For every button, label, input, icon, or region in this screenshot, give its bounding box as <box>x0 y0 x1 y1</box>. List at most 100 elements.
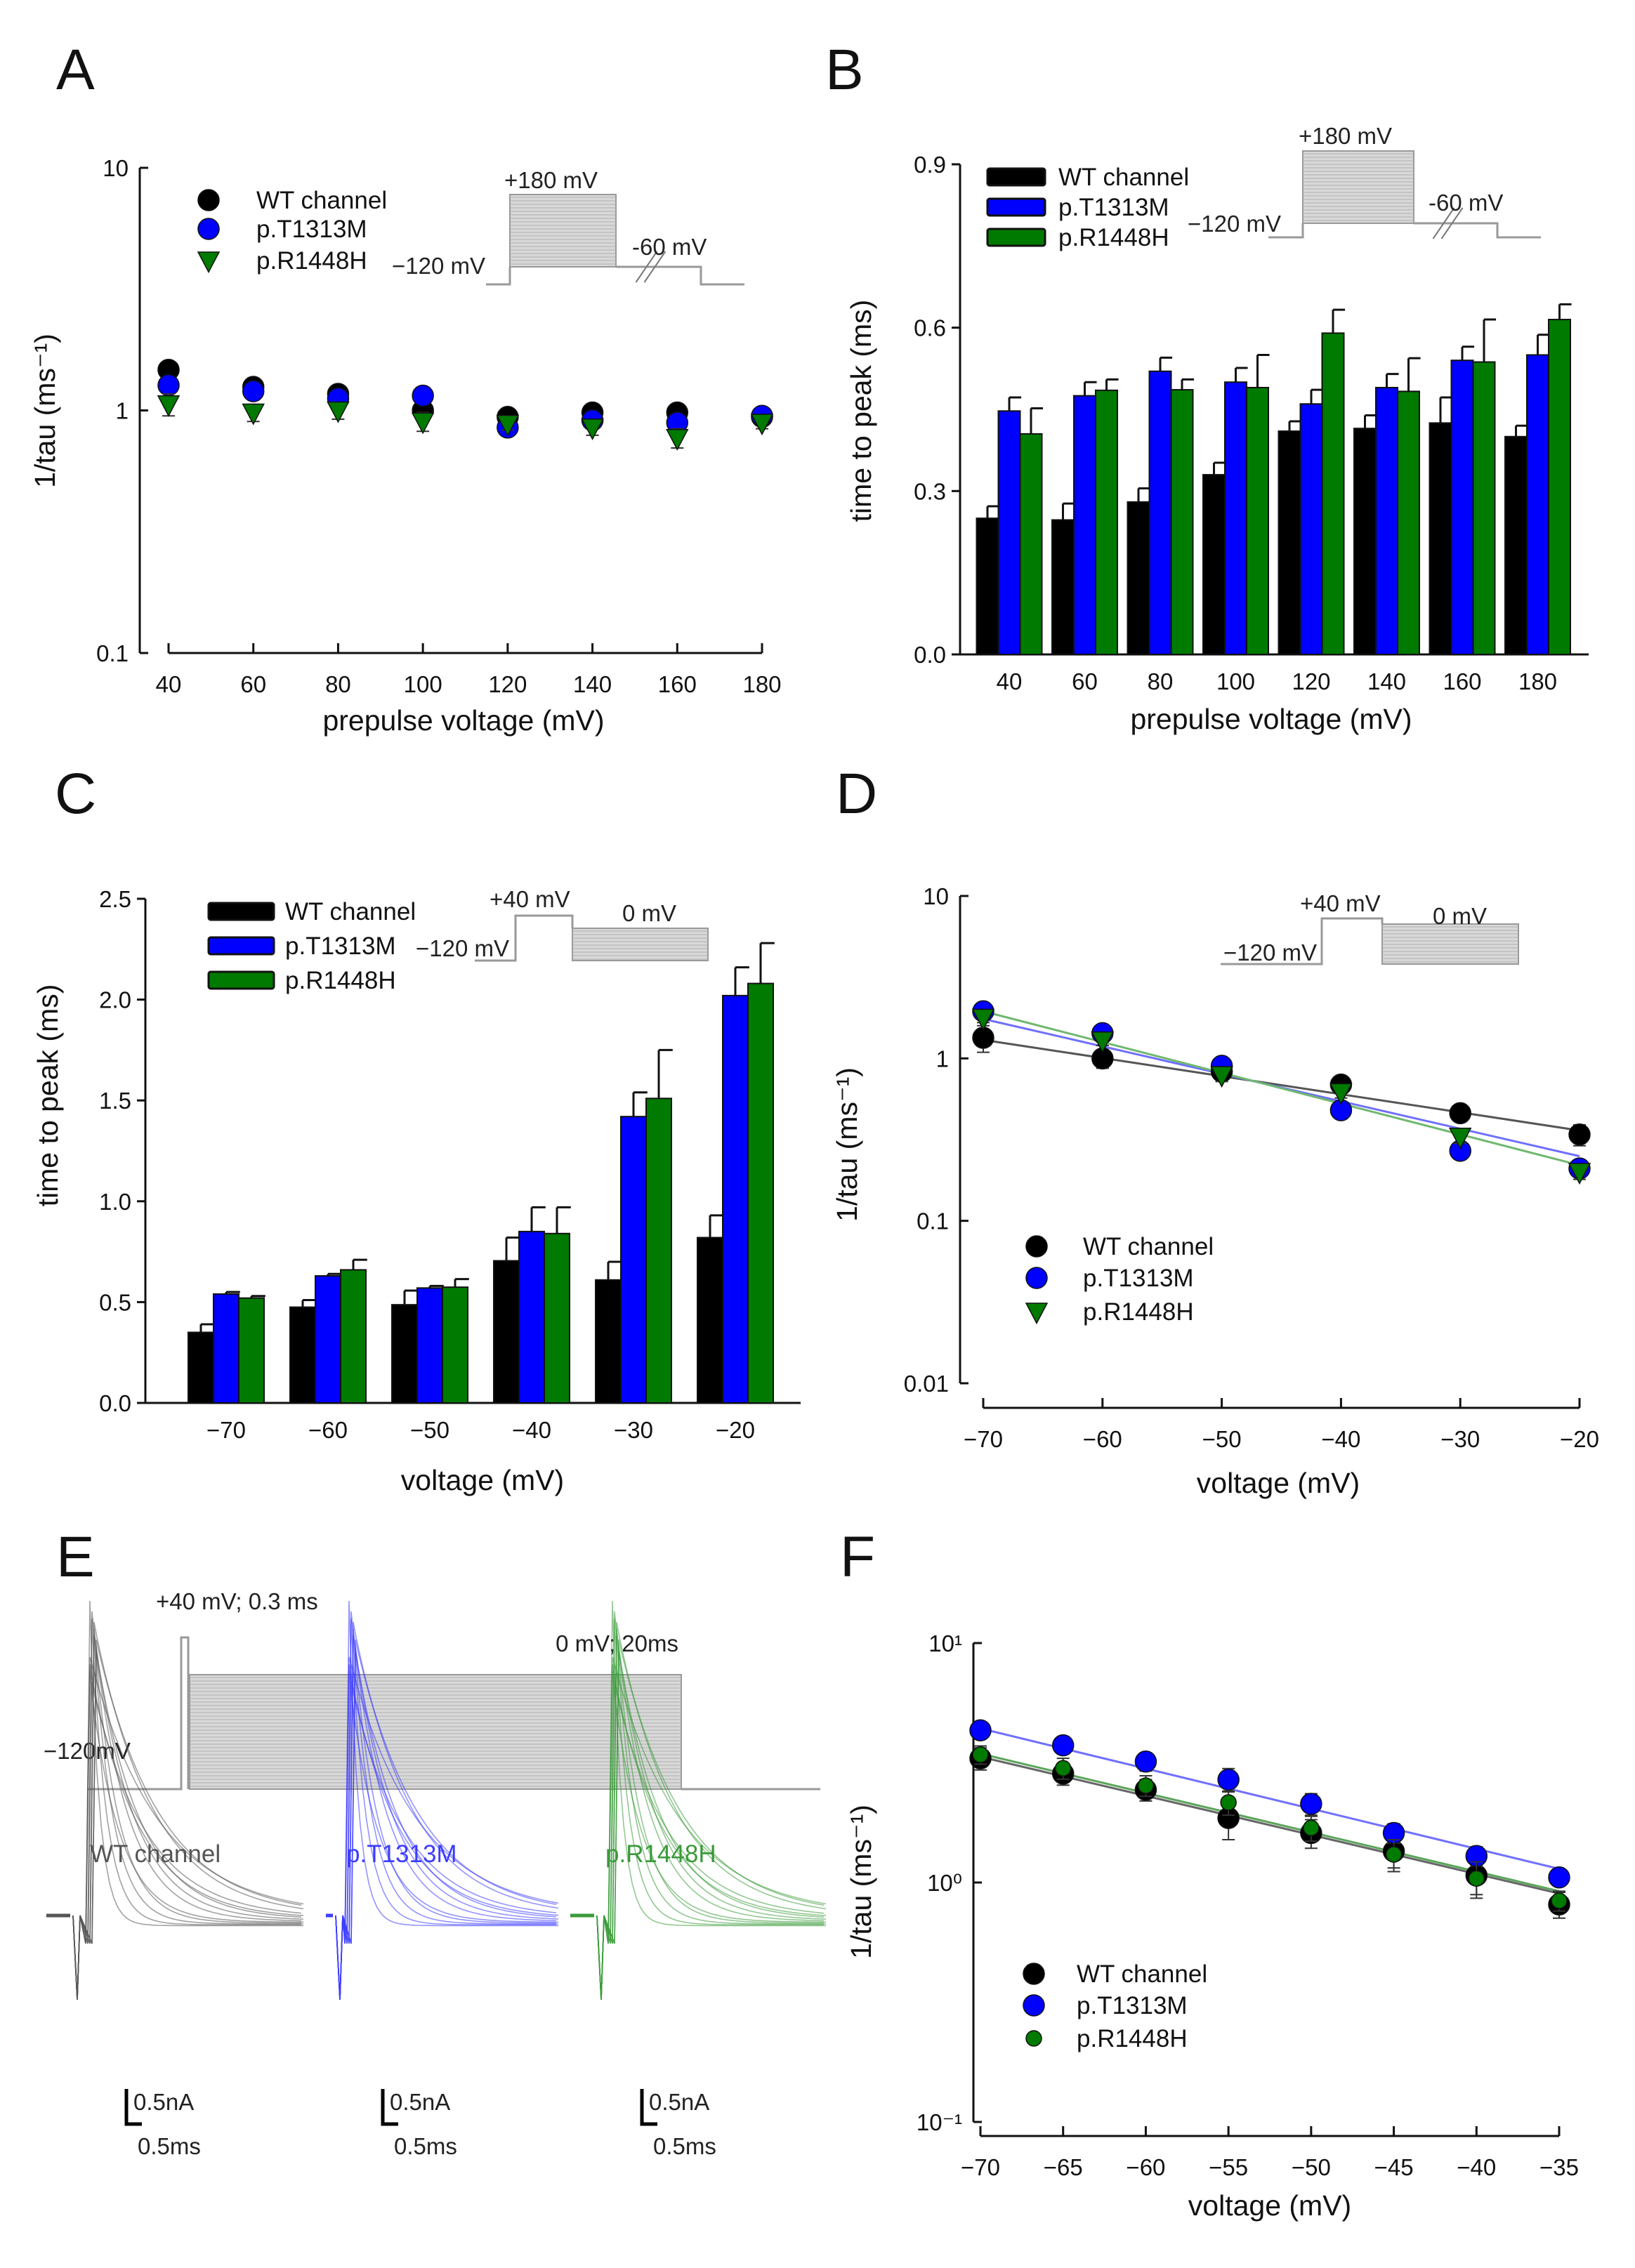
current-trace <box>72 1646 302 2000</box>
legend-marker <box>197 251 221 274</box>
y-axis-title: 1/tau (ms⁻¹) <box>831 1067 863 1222</box>
bar <box>976 517 999 655</box>
x-tick-label: −50 <box>1202 1426 1242 1452</box>
current-trace <box>72 1628 304 2000</box>
y-tick-label: 10⁻¹ <box>917 2109 962 2135</box>
legend-label: WT channel <box>1077 1960 1207 1988</box>
current-trace <box>596 1670 826 2000</box>
panel-a-scatter-chart: 0.1 1 10 40 60 80 100 120 140 160 180 WT channelp.T… <box>29 155 782 737</box>
scale-bar-time-label: 0.5ms <box>138 2133 201 2159</box>
x-tick-label: −70 <box>964 1426 1003 1452</box>
x-tick-label: −45 <box>1374 2154 1414 2180</box>
legend-swatch <box>986 228 1046 247</box>
current-trace <box>596 1618 824 2000</box>
data-point <box>1568 1163 1591 1185</box>
data-point <box>1468 1870 1485 1887</box>
legend-marker <box>1025 1303 1049 1325</box>
x-tick-label: −40 <box>1321 1426 1360 1452</box>
bar <box>645 1097 672 1404</box>
hatched-step-family <box>509 194 617 268</box>
y-tick-label: 2.5 <box>99 886 131 912</box>
current-trace <box>72 1611 302 2000</box>
data-point <box>750 414 774 436</box>
legend-swatch <box>986 167 1046 187</box>
y-tick-label: 1 <box>116 398 129 424</box>
axis-break-mark <box>635 251 658 283</box>
current-trace <box>335 1670 558 2000</box>
bar <box>747 982 774 1404</box>
bar <box>697 1237 723 1404</box>
scale-bar-time-label: 0.5ms <box>653 2133 716 2159</box>
inset-step-label: +40 mV <box>1300 890 1381 916</box>
data-point <box>1220 1794 1237 1811</box>
fit-line <box>980 1727 1560 1871</box>
bar <box>544 1232 570 1404</box>
x-tick-label: 80 <box>1148 668 1174 694</box>
x-axis-title: voltage (mV) <box>1197 1467 1360 1499</box>
panel-c-bar-chart: 0.0 0.5 1.0 1.5 2.0 2.5 −70 −60 −50 −40 −30 −20 WT c… <box>32 886 801 1496</box>
bar <box>1246 386 1269 655</box>
data-point <box>971 1008 995 1031</box>
bar <box>493 1260 520 1404</box>
legend-label: WT channel <box>1058 164 1189 191</box>
data-point <box>1548 1866 1570 1889</box>
protocol-line <box>1221 917 1384 965</box>
scale-bar-current-label: 0.5nA <box>133 2089 194 2115</box>
x-tick-label: 120 <box>1292 668 1330 694</box>
y-tick-label: 0.0 <box>99 1390 131 1416</box>
scale-bar <box>640 2089 657 2126</box>
bar <box>188 1331 214 1404</box>
x-tick-label: −40 <box>1457 2154 1496 2180</box>
data-point <box>1134 1750 1157 1773</box>
legend-label: p.T1313M <box>285 932 396 960</box>
current-trace <box>335 1611 557 2000</box>
data-point <box>1210 1066 1233 1088</box>
data-point <box>1303 1819 1320 1837</box>
inset-step-label: +40 mV <box>490 886 570 912</box>
y-axis-title: time to peak (ms) <box>845 300 877 522</box>
legend-marker <box>1025 2030 1042 2047</box>
x-tick-label: −65 <box>1044 2154 1083 2180</box>
inset-hold-label: −120 mV <box>392 253 485 279</box>
bar <box>1353 428 1377 656</box>
bar <box>391 1304 418 1404</box>
data-point <box>1091 1031 1115 1053</box>
current-trace <box>596 1600 826 2000</box>
panel-label: A <box>56 38 95 102</box>
bar <box>442 1286 468 1404</box>
bar <box>1472 361 1496 655</box>
current-trace <box>596 1628 827 2000</box>
protocol-line <box>486 267 511 286</box>
y-tick-label: 0.9 <box>914 152 946 178</box>
legend-swatch <box>207 936 275 956</box>
x-tick-label: 80 <box>325 671 351 697</box>
inset-post-label: -60 mV <box>632 234 707 260</box>
x-tick-label: 180 <box>742 671 781 697</box>
inset-post-label: 0 mV <box>1433 903 1487 929</box>
current-trace <box>596 1681 825 2000</box>
current-trace <box>596 1639 825 2000</box>
x-tick-label: −70 <box>961 2154 1000 2180</box>
fit-line <box>983 1039 1580 1132</box>
data-point <box>412 384 434 407</box>
data-point <box>1054 1760 1072 1777</box>
axis-break-mark <box>1432 207 1455 239</box>
bar <box>1375 386 1398 655</box>
current-trace <box>596 1653 824 2000</box>
y-tick-label: 1 <box>936 1046 949 1072</box>
hatched-step-family <box>1302 150 1414 224</box>
x-tick-label: −20 <box>1560 1426 1599 1452</box>
legend-label: p.R1448H <box>1083 1298 1194 1326</box>
x-tick-label: 100 <box>1216 668 1255 694</box>
inset-post-label: 0 mV <box>622 900 676 926</box>
legend-marker <box>1025 1267 1048 1289</box>
legend-label: p.R1448H <box>285 967 396 994</box>
protocol-line <box>1268 223 1304 239</box>
scale-bar <box>381 2089 398 2126</box>
bar <box>1073 395 1096 655</box>
bar <box>1095 389 1118 655</box>
x-tick-label: −60 <box>1126 2154 1165 2180</box>
data-point <box>242 403 265 426</box>
legend-marker <box>1023 1963 1045 1985</box>
legend-label: p.T1313M <box>256 216 367 243</box>
